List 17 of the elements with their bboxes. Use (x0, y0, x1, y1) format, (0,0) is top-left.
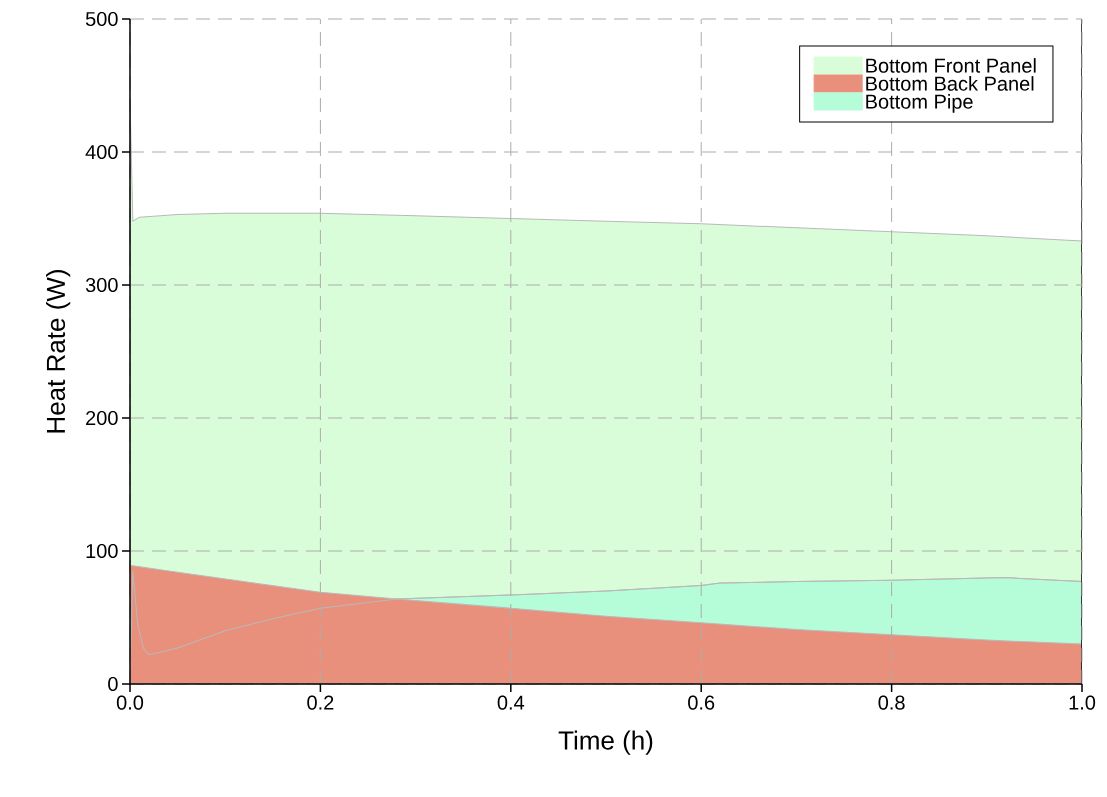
y-axis-title: Heat Rate (W) (46, 270, 71, 433)
x-axis-title: Time (h) (558, 730, 653, 755)
y-tick-label: 300 (85, 277, 118, 293)
x-tick-label: 0.0 (116, 695, 144, 710)
y-tick-label: 500 (85, 11, 118, 27)
y-tick-label: 400 (85, 144, 118, 160)
y-tick-label: 100 (86, 543, 118, 559)
y-tick-label: 0 (108, 676, 118, 692)
legend-label: Bottom Front Panel (866, 58, 1036, 73)
legend-label: Bottom Pipe (866, 94, 973, 113)
legend-label: Bottom Back Panel (866, 76, 1034, 91)
x-tick-label: 0.4 (497, 695, 525, 710)
x-tick-label: 0.6 (688, 695, 715, 710)
x-tick-label: 0.2 (307, 695, 334, 710)
x-tick-label: 0.8 (878, 695, 905, 710)
y-tick-label: 200 (86, 410, 118, 426)
x-tick-label: 1.0 (1069, 695, 1096, 710)
